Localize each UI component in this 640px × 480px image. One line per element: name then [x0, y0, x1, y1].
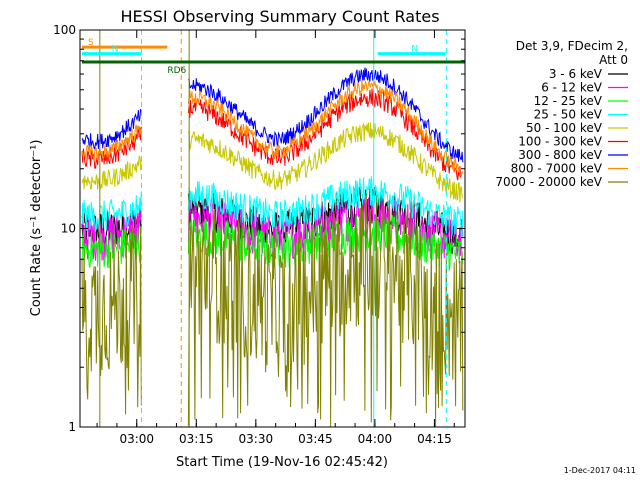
series-line-3 — [81, 175, 464, 239]
legend-label-5: 100 - 300 keV — [518, 135, 602, 149]
series-line-8 — [81, 193, 464, 427]
legend-label-6: 300 - 800 keV — [518, 148, 602, 162]
y-axis-label: Count Rate (s⁻¹ detector⁻¹) — [29, 140, 44, 317]
y-tick-label: 10 — [61, 222, 76, 236]
legend-label-1: 6 - 12 keV — [541, 81, 603, 95]
legend-header-line-2: Att 0 — [599, 53, 628, 67]
x-tick-label: 03:15 — [179, 432, 214, 446]
plot-area: S N N RD6 — [81, 30, 465, 427]
series-line-5 — [81, 88, 463, 181]
legend-label-2: 12 - 25 keV — [534, 94, 603, 108]
legend-header-line-1: Det 3,9, FDecim 2, — [516, 39, 628, 53]
legend-label-4: 50 - 100 keV — [526, 121, 603, 135]
series-line-4 — [81, 122, 464, 203]
x-axis-label: Start Time (19-Nov-16 02:45:42) — [176, 455, 388, 470]
status-bar-label-0: S — [88, 38, 94, 48]
x-tick-label: 03:30 — [239, 432, 274, 446]
footer-timestamp: 1-Dec-2017 04:11 — [564, 466, 636, 475]
x-tick-label: 03:45 — [298, 432, 333, 446]
status-bar-label-3: RD6 — [167, 66, 186, 76]
series-line-2 — [81, 213, 464, 271]
legend-label-0: 3 - 6 keV — [549, 67, 603, 81]
axes: 1 10 100 03:00 03:15 03:30 03:45 04:00 04:15 — [53, 23, 466, 446]
legend-label-7: 800 - 7000 keV — [511, 162, 603, 176]
legend-label-3: 25 - 50 keV — [534, 108, 603, 122]
status-bar-label-2: N — [411, 45, 418, 55]
x-tick-label: 04:00 — [358, 432, 393, 446]
x-tick-label: 03:00 — [119, 432, 154, 446]
status-bar-label-1: N — [112, 45, 119, 55]
y-tick-label: 1 — [68, 420, 76, 434]
chart-title: HESSI Observing Summary Count Rates — [120, 7, 439, 26]
series-line-7 — [81, 80, 464, 178]
series-line-6 — [81, 67, 464, 163]
y-tick-label: 100 — [53, 23, 76, 37]
x-tick-label: 04:15 — [417, 432, 452, 446]
legend-label-8: 7000 - 20000 keV — [495, 175, 602, 189]
